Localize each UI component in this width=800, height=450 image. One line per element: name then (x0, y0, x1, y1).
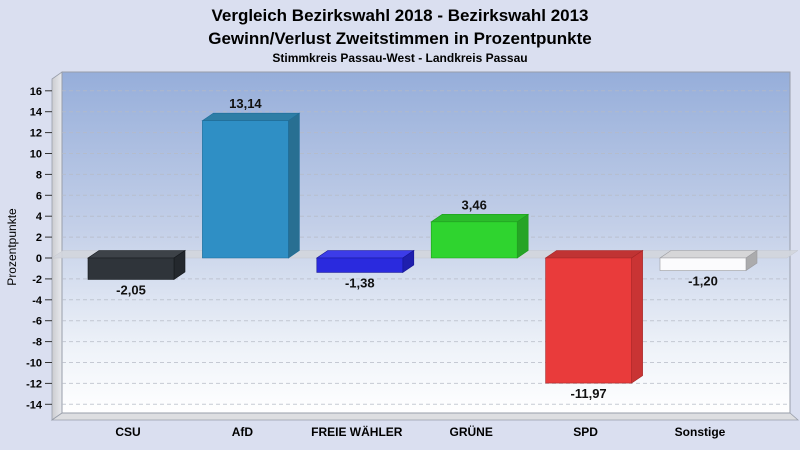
x-axis-label: FREIE WÄHLER (311, 424, 403, 439)
y-tick-label: -6 (32, 316, 42, 328)
y-tick-label: -14 (26, 399, 43, 411)
y-tick-label: 2 (36, 232, 42, 244)
y-tick-label: 8 (36, 169, 42, 181)
bar-value-label: -1,20 (688, 274, 718, 289)
y-tick-label: 10 (30, 149, 42, 161)
bar-value-label: 13,14 (229, 96, 262, 111)
bar-spd (544, 249, 644, 384)
bar-sonstige (659, 249, 758, 272)
bar-front-face (202, 120, 289, 259)
y-axis-title: Prozentpunkte (5, 208, 19, 286)
bar-gr-ne (430, 213, 530, 259)
bar-front-face (659, 257, 747, 271)
y-tick-label: -2 (32, 274, 42, 286)
chart-caption: Stimmkreis Passau-West - Landkreis Passa… (272, 51, 528, 65)
chart-title: Vergleich Bezirkswahl 2018 - Bezirkswahl… (211, 6, 589, 25)
bar-value-label: -2,05 (116, 282, 146, 297)
bar-top-face (315, 250, 415, 259)
bar-afd (201, 112, 301, 259)
plot-area (61, 71, 791, 414)
bar-side-face (516, 213, 529, 259)
bar-top-face (544, 250, 644, 259)
bar-front-face (545, 257, 632, 384)
y-tick-label: -12 (26, 378, 42, 390)
chart-floor (50, 412, 800, 421)
y-tick-label: 4 (36, 211, 43, 223)
x-axis-label: CSU (115, 425, 140, 439)
bar-front-face (316, 257, 404, 273)
bar-top-face (659, 250, 758, 259)
chart-header: Vergleich Bezirkswahl 2018 - Bezirkswahl… (0, 4, 800, 66)
x-axis-label: SPD (573, 425, 598, 439)
bar-value-label: 3,46 (462, 197, 487, 212)
bar-top-face (87, 250, 186, 259)
chart-wall-left (51, 71, 63, 421)
bar-value-label: -11,97 (571, 386, 607, 401)
y-tick-label: 0 (36, 253, 42, 265)
bar-top-face (430, 214, 530, 223)
x-axis-label: GRÜNE (450, 424, 493, 439)
y-tick-label: 6 (36, 190, 42, 202)
bar-freie-w-hler (315, 249, 415, 273)
x-axis-label: AfD (232, 425, 254, 439)
chart-subtitle: Gewinn/Verlust Zweitstimmen in Prozentpu… (208, 29, 592, 48)
bar-side-face (288, 112, 300, 259)
bar-side-face (631, 249, 643, 384)
y-tick-label: 14 (30, 107, 43, 119)
bar-top-face (201, 112, 301, 121)
bar-front-face (430, 221, 518, 259)
y-tick-label: -4 (32, 295, 43, 307)
y-tick-label: -8 (32, 337, 42, 349)
y-tick-label: -10 (26, 358, 42, 370)
y-tick-label: 16 (30, 86, 42, 98)
y-tick-label: 12 (30, 128, 42, 140)
bar-value-label: -1,38 (345, 275, 375, 290)
bar-csu (87, 249, 186, 280)
x-axis-label: Sonstige (675, 425, 726, 439)
bar-front-face (87, 257, 175, 280)
